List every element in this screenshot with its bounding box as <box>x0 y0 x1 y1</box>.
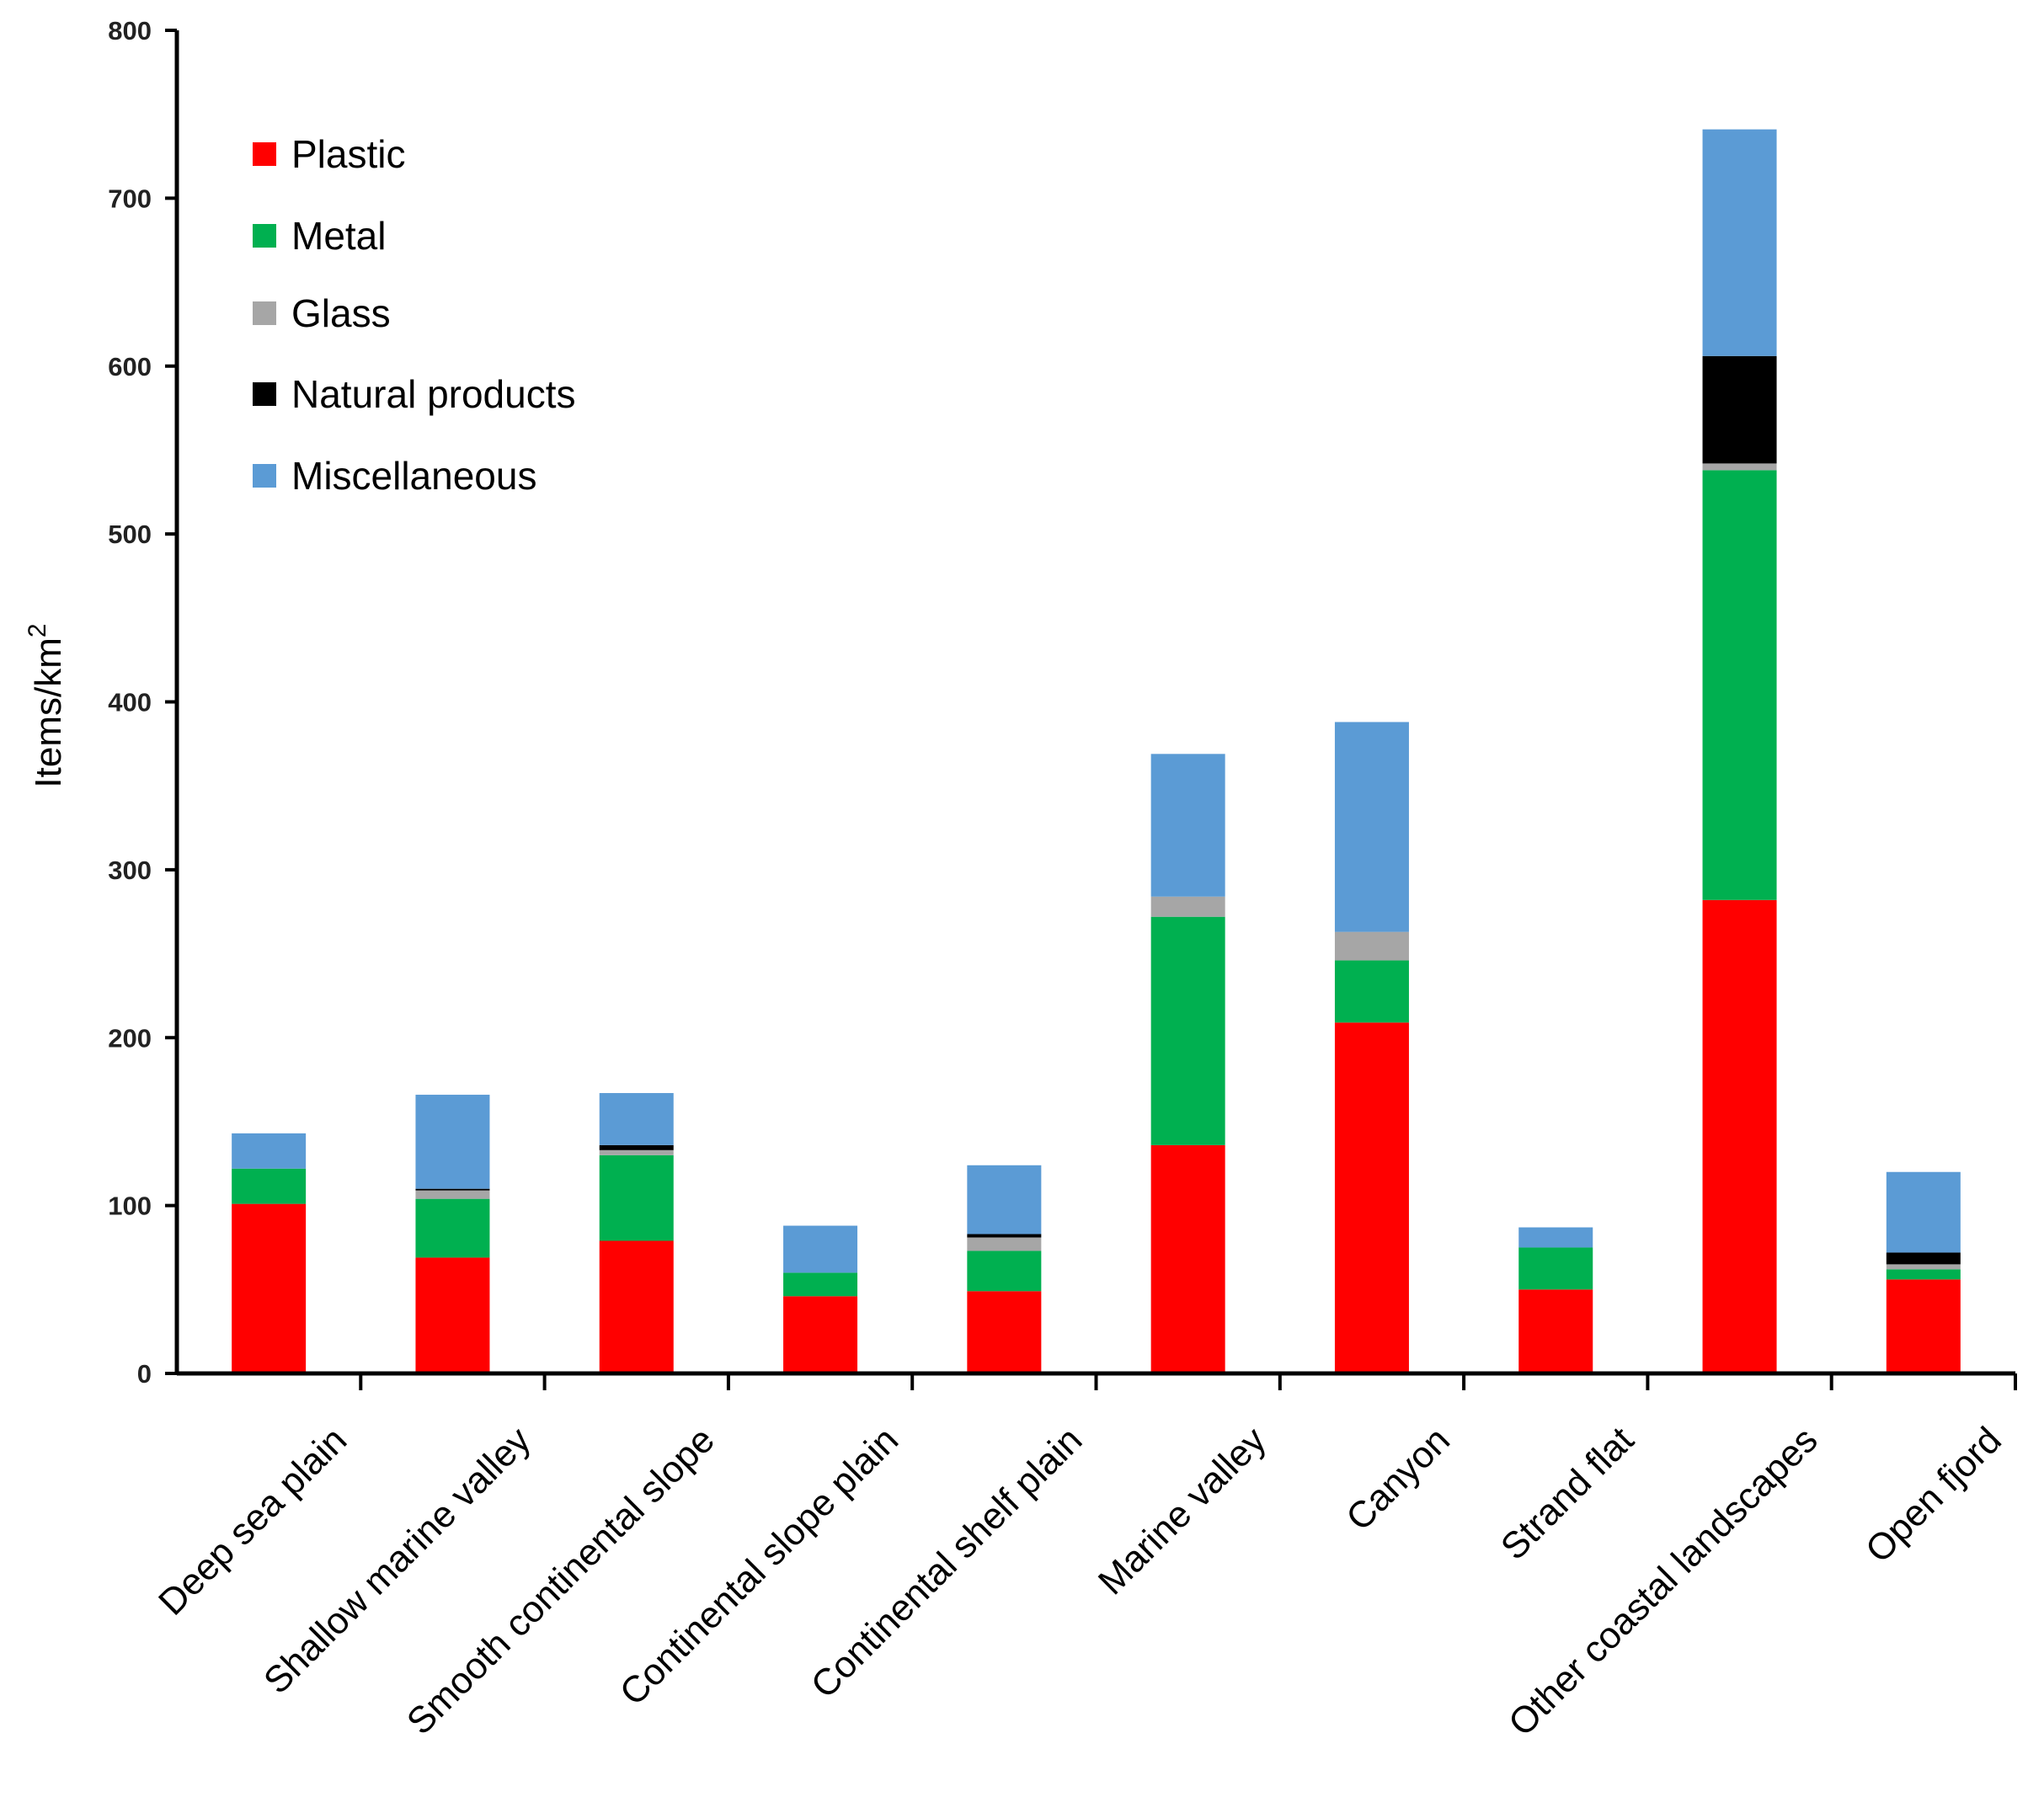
bar-segment-8-1 <box>1702 470 1777 900</box>
bar-segment-6-4 <box>1334 722 1409 932</box>
category-label-2: Smooth continental slope <box>399 1419 723 1742</box>
bar-segment-2-1 <box>599 1154 674 1241</box>
bar-segment-1-3 <box>415 1188 490 1191</box>
bar-segment-2-3 <box>599 1144 674 1150</box>
legend-swatch-1 <box>253 224 276 248</box>
legend: Plastic Metal Glass Natural products Miscell… <box>253 132 576 498</box>
bar-segment-8-3 <box>1702 355 1777 464</box>
x-ticks <box>359 1373 2017 1390</box>
bar-segment-6-1 <box>1334 960 1409 1023</box>
bar-segment-6-0 <box>1334 1022 1409 1373</box>
y-axis-title: Items/km2 <box>24 623 69 787</box>
legend-swatch-2 <box>253 301 276 325</box>
y-tick-label-4: 400 <box>108 688 152 717</box>
bar-segment-0-0 <box>232 1203 307 1373</box>
y-tick-label-8: 800 <box>108 16 152 45</box>
bar-segment-8-0 <box>1702 899 1777 1373</box>
bar-segment-9-0 <box>1886 1279 1961 1373</box>
bar-segment-5-2 <box>1150 896 1225 917</box>
bar-segment-5-1 <box>1150 916 1225 1145</box>
y-tick-label-5: 500 <box>108 520 152 549</box>
bar-segment-3-0 <box>783 1296 858 1373</box>
y-tick-label-7: 700 <box>108 184 152 213</box>
bar-segment-3-1 <box>783 1272 858 1297</box>
bars-layer <box>232 129 1961 1373</box>
legend-swatch-3 <box>253 382 276 406</box>
y-axis-title-superscript: 2 <box>24 623 51 637</box>
legend-label-2: Glass <box>291 291 391 335</box>
bar-segment-7-4 <box>1518 1227 1593 1248</box>
legend-label-4: Miscellaneous <box>291 454 536 498</box>
legend-label-1: Metal <box>291 214 386 258</box>
bar-segment-6-2 <box>1334 931 1409 961</box>
y-tick-label-6: 600 <box>108 352 152 381</box>
bar-segment-1-1 <box>415 1198 490 1258</box>
bar-segment-3-4 <box>783 1225 858 1273</box>
bar-segment-2-0 <box>599 1240 674 1373</box>
bar-segment-9-3 <box>1886 1252 1961 1265</box>
y-tick-label-1: 100 <box>108 1192 152 1221</box>
category-label-9: Open fjord <box>1858 1419 2009 1570</box>
category-label-8: Other coastal landscapes <box>1501 1419 1826 1744</box>
legend-label-0: Plastic <box>291 132 405 176</box>
y-tick-label-2: 200 <box>108 1023 152 1053</box>
bar-segment-9-2 <box>1886 1264 1961 1270</box>
bar-segment-8-2 <box>1702 463 1777 471</box>
bar-segment-9-1 <box>1886 1269 1961 1280</box>
bar-segment-4-3 <box>967 1234 1042 1238</box>
bar-segment-7-0 <box>1518 1289 1593 1373</box>
category-label-6: Canyon <box>1338 1419 1458 1538</box>
bar-segment-9-4 <box>1886 1171 1961 1253</box>
y-tick-label-0: 0 <box>137 1359 152 1389</box>
bar-segment-1-2 <box>415 1190 490 1199</box>
bar-segment-4-4 <box>967 1165 1042 1234</box>
legend-swatch-4 <box>253 464 276 488</box>
y-axis-title-text: Items/km <box>28 637 69 787</box>
bar-segment-2-4 <box>599 1093 674 1145</box>
bar-segment-1-4 <box>415 1095 490 1189</box>
bar-segment-1-0 <box>415 1257 490 1373</box>
category-label-5: Marine valley <box>1091 1419 1274 1602</box>
bar-segment-4-0 <box>967 1291 1042 1373</box>
bar-segment-4-2 <box>967 1237 1042 1251</box>
bar-segment-7-1 <box>1518 1247 1593 1290</box>
bar-segment-2-2 <box>599 1149 674 1155</box>
category-label-7: Strand flat <box>1493 1419 1641 1567</box>
bar-segment-5-4 <box>1150 754 1225 897</box>
legend-swatch-0 <box>253 142 276 166</box>
bar-segment-4-1 <box>967 1250 1042 1292</box>
legend-label-3: Natural products <box>291 372 576 416</box>
bar-segment-5-0 <box>1150 1144 1225 1373</box>
category-label-0: Deep sea plain <box>151 1419 355 1623</box>
y-ticks: 0 100 200 300 400 500 600 700 800 <box>108 16 177 1389</box>
bar-segment-0-1 <box>232 1168 307 1204</box>
bar-segment-8-4 <box>1702 129 1777 356</box>
bar-segment-0-4 <box>232 1133 307 1169</box>
y-tick-label-3: 300 <box>108 856 152 885</box>
